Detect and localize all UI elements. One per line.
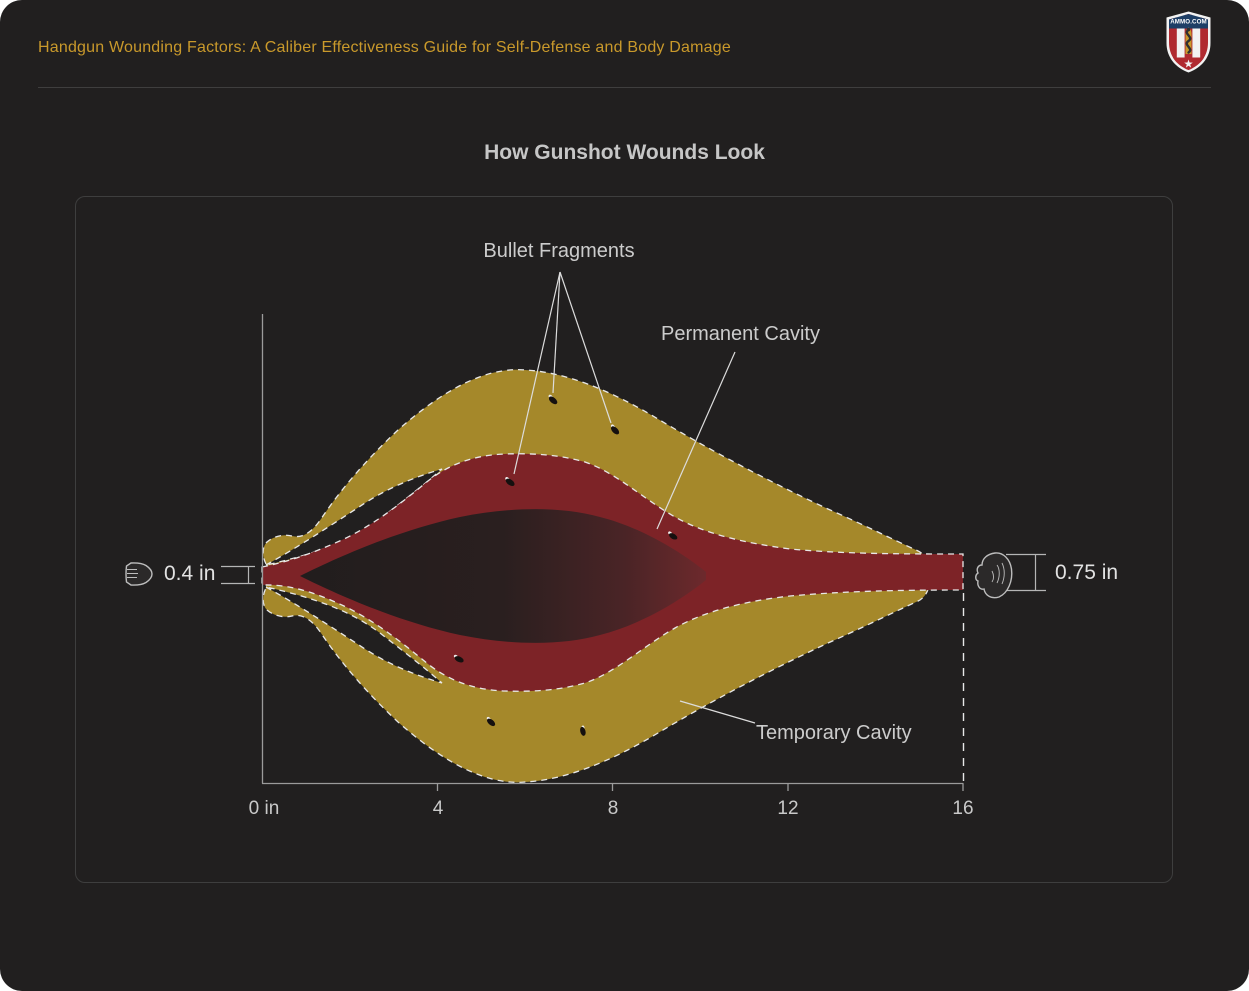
logo-shield-inner: AMMO.COM — [1169, 14, 1208, 70]
entrance-measure-bracket — [221, 565, 255, 585]
exit-measure-bracket — [1006, 553, 1046, 592]
x-tick-0in: 0 in — [248, 798, 280, 819]
x-tick-16: 16 — [952, 798, 974, 819]
x-tick-12: 12 — [777, 798, 799, 819]
wound-core-gradient — [300, 509, 706, 643]
temporary-cavity-label: Temporary Cavity — [756, 722, 912, 744]
logo-banner — [1169, 14, 1208, 29]
permanent-cavity-label: Permanent Cavity — [661, 323, 820, 345]
entrance-notch-bottom — [265, 586, 443, 684]
intact-bullet-icon — [125, 562, 153, 586]
logo-snake-icon — [1185, 28, 1192, 54]
exit-diameter-value: 0.75 in — [1055, 561, 1119, 584]
logo-star-icon — [1184, 59, 1193, 68]
bullet-fragment-dots — [453, 394, 678, 736]
x-axis-ticks — [436, 783, 964, 791]
x-tick-4: 4 — [432, 798, 444, 819]
figure-panel — [75, 196, 1173, 883]
x-tick-8: 8 — [607, 798, 619, 819]
mushroomed-bullet-icon — [975, 552, 1013, 599]
ammo-logo[interactable]: AMMO.COM — [1165, 10, 1212, 74]
bullet-fragments-label: Bullet Fragments — [483, 240, 635, 262]
figure-heading: How Gunshot Wounds Look — [484, 141, 765, 164]
page-title: Handgun Wounding Factors: A Caliber Effe… — [38, 39, 731, 56]
leader-lines — [513, 271, 756, 724]
header-divider — [38, 87, 1211, 88]
logo-wordmark: AMMO.COM — [1170, 19, 1207, 26]
entrance-diameter-value: 0.4 in — [164, 562, 216, 585]
